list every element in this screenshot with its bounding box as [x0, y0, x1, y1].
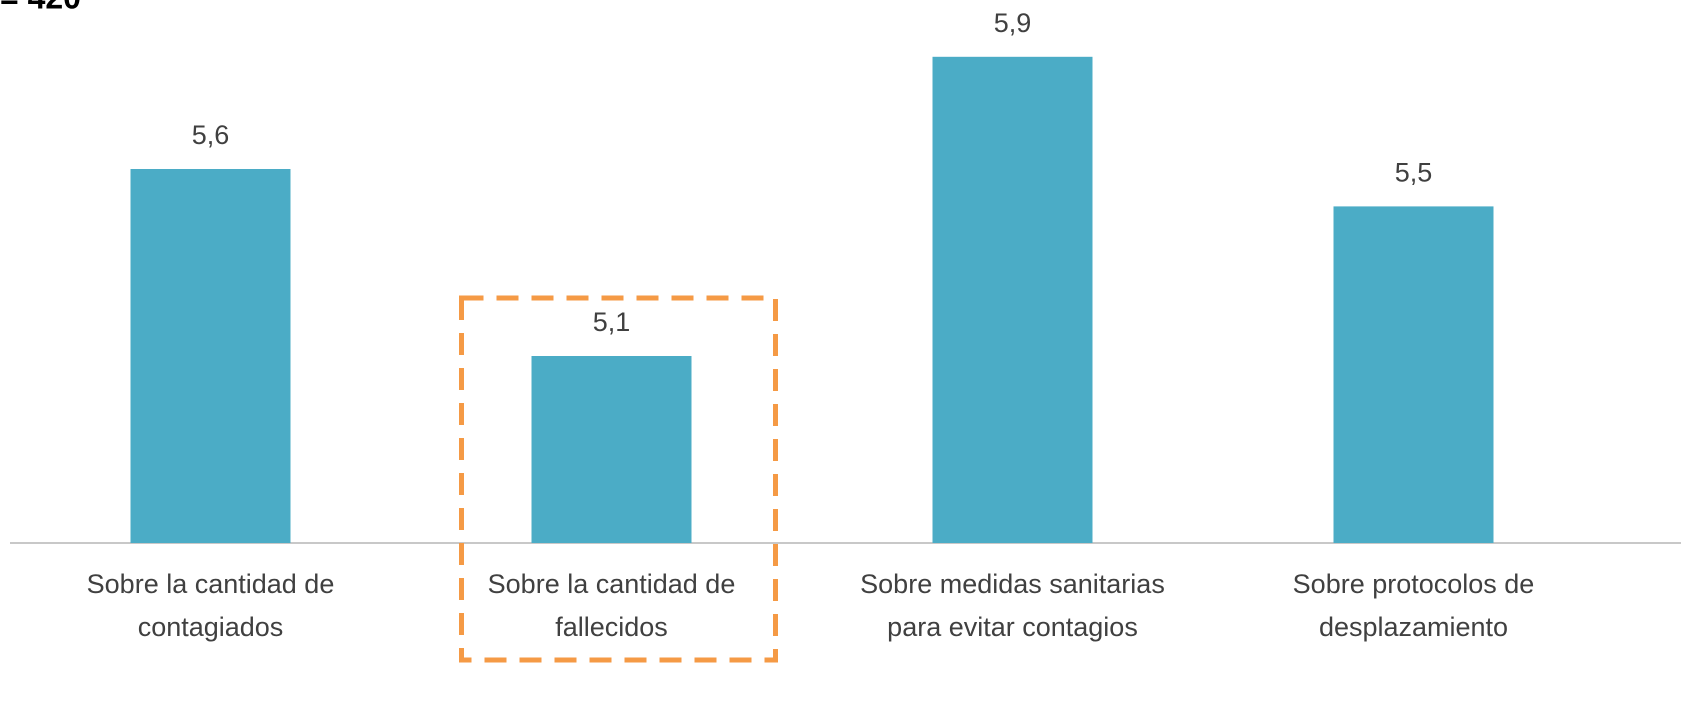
x-tick-label: Sobre protocolos de	[1293, 569, 1535, 599]
value-label: 5,5	[1395, 158, 1433, 188]
value-label: 5,6	[192, 120, 230, 150]
bar	[531, 356, 692, 543]
bar	[1333, 206, 1494, 543]
chart-subtitle: = 420	[0, 0, 81, 15]
x-tick-label: Sobre la cantidad de	[488, 569, 736, 599]
bar	[130, 169, 291, 543]
highlight-box	[459, 295, 778, 663]
x-tick-label: desplazamiento	[1319, 612, 1508, 642]
x-tick-label: Sobre medidas sanitarias	[860, 569, 1165, 599]
x-tick-label: contagiados	[138, 612, 284, 642]
value-label: 5,1	[593, 307, 631, 337]
x-tick-label: para evitar contagios	[887, 612, 1138, 642]
bar	[932, 56, 1093, 544]
x-tick-label: Sobre la cantidad de	[87, 569, 335, 599]
value-label: 5,9	[994, 8, 1032, 38]
x-tick-label: fallecidos	[555, 612, 668, 642]
